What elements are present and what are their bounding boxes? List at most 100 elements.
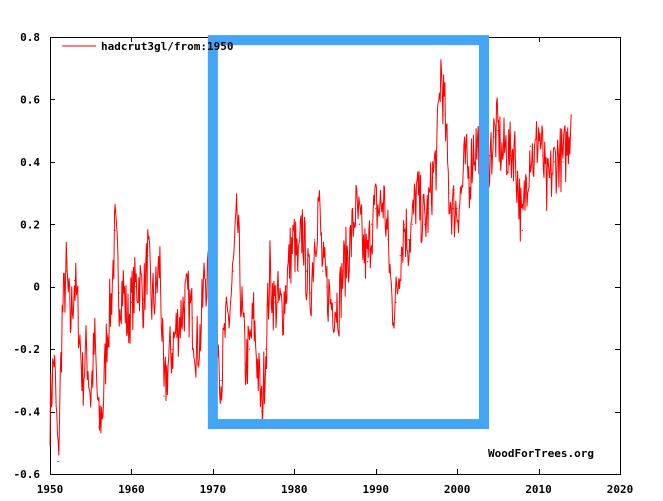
y-tick-label: -0.4	[14, 406, 41, 419]
y-tick-labels: 0.8 0.6 0.4 0.2 0 -0.2 -0.4 -0.6	[14, 31, 41, 481]
data-point	[244, 364, 247, 366]
data-point	[318, 198, 320, 200]
data-point	[440, 67, 442, 69]
data-point	[322, 270, 324, 272]
data-point	[452, 208, 454, 210]
data-point	[314, 239, 316, 241]
data-point	[379, 208, 381, 210]
data-point	[183, 301, 185, 303]
x-tick-label: 1990	[362, 483, 389, 496]
legend-label: hadcrut3gl/from:1950	[101, 40, 233, 53]
data-point	[550, 176, 552, 179]
annotation-layer	[207, 35, 490, 430]
data-point	[73, 279, 76, 282]
data-point	[175, 329, 177, 332]
watermark-text: WoodForTrees.org	[488, 447, 594, 460]
data-point	[301, 223, 304, 225]
data-point	[236, 217, 238, 219]
data-point	[90, 395, 92, 397]
y-tick-label: 0.6	[20, 93, 40, 106]
data-point	[505, 145, 507, 147]
legend: hadcrut3gl/from:1950	[62, 40, 233, 53]
data-point	[468, 176, 470, 179]
data-point	[49, 410, 51, 413]
data-point	[61, 317, 63, 319]
data-point	[285, 286, 287, 288]
data-point	[130, 301, 133, 303]
data-point	[269, 270, 271, 272]
data-point	[501, 155, 503, 157]
data-point	[265, 348, 267, 350]
data-point	[521, 229, 523, 232]
data-point	[460, 192, 462, 194]
data-point	[57, 460, 59, 463]
data-point	[179, 317, 181, 319]
data-point	[436, 155, 438, 157]
y-tick-label: 0	[33, 281, 40, 294]
data-point	[326, 286, 328, 288]
data-point	[391, 301, 393, 303]
data-point	[257, 364, 259, 366]
data-point	[529, 145, 532, 147]
data-point	[204, 270, 206, 272]
data-point	[366, 261, 369, 263]
data-point	[558, 155, 560, 157]
data-point	[277, 301, 279, 303]
data-point	[362, 248, 365, 250]
data-point	[114, 229, 116, 232]
x-tick-label: 2010	[525, 483, 552, 496]
data-point	[147, 254, 149, 257]
data-point	[419, 208, 422, 210]
data-point	[342, 270, 344, 272]
y-tick-label: 0.4	[20, 156, 40, 169]
data-point	[86, 348, 88, 350]
data-point	[525, 176, 527, 179]
data-point	[415, 192, 418, 194]
x-tick-label: 1980	[281, 483, 308, 496]
data-point	[375, 208, 377, 210]
data-point	[98, 426, 100, 428]
data-point	[493, 136, 495, 138]
data-point	[566, 145, 568, 147]
data-point	[110, 301, 112, 303]
data-point	[407, 239, 409, 241]
y-tick-label: 0.8	[20, 31, 40, 44]
data-point	[354, 208, 356, 210]
data-point	[297, 270, 299, 272]
data-point	[224, 332, 226, 335]
data-point	[383, 198, 385, 200]
data-point	[309, 292, 312, 294]
data-point	[533, 161, 536, 163]
data-point	[252, 317, 255, 319]
data-point	[187, 301, 190, 303]
data-point	[159, 261, 161, 263]
data-point	[448, 192, 450, 194]
data-point	[489, 155, 491, 157]
data-point	[305, 270, 308, 272]
data-point	[77, 317, 80, 319]
data-point	[220, 379, 222, 381]
data-point	[387, 239, 389, 241]
y-tick-label: 0.2	[20, 218, 40, 231]
data-point	[163, 395, 165, 397]
data-point	[171, 348, 173, 350]
data-point	[281, 311, 283, 313]
x-tick-label: 2020	[607, 483, 634, 496]
data-point	[53, 354, 55, 356]
data-point	[293, 239, 295, 241]
data-point	[143, 298, 145, 300]
data-point	[69, 323, 71, 325]
data-point	[167, 364, 169, 366]
data-point	[330, 301, 332, 303]
data-point	[151, 301, 153, 303]
data-point	[554, 161, 556, 163]
x-tick-label: 2000	[444, 483, 471, 496]
data-point	[562, 161, 564, 163]
data-point	[232, 270, 234, 272]
data-point	[432, 176, 434, 179]
data-point	[546, 192, 548, 194]
data-point	[423, 223, 426, 225]
data-point	[464, 161, 466, 163]
